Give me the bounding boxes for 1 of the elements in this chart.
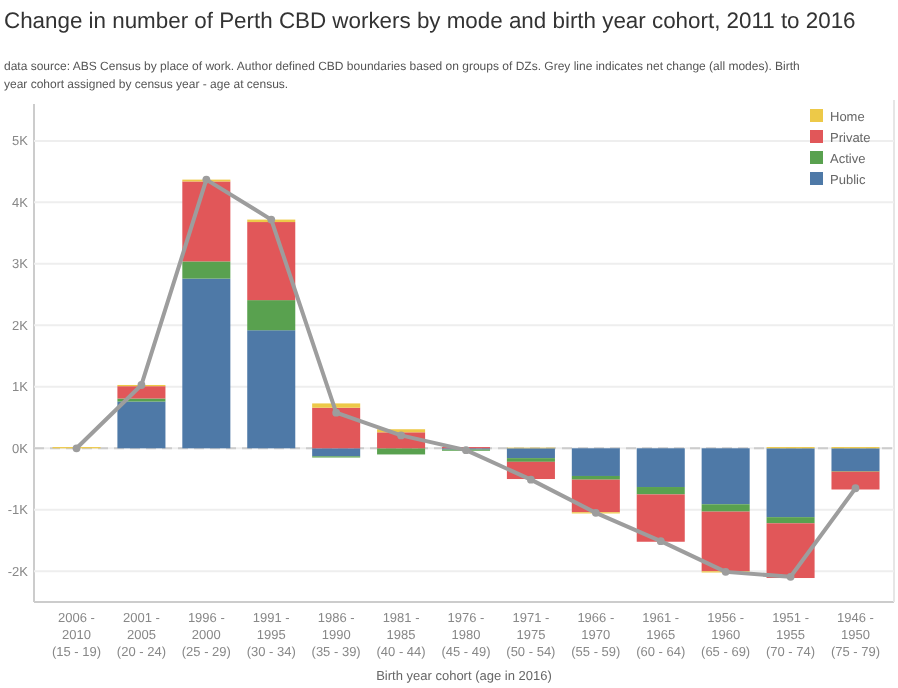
- chart-title: Change in number of Perth CBD workers by mode and birth year cohort, 2011 to 2016: [4, 10, 856, 34]
